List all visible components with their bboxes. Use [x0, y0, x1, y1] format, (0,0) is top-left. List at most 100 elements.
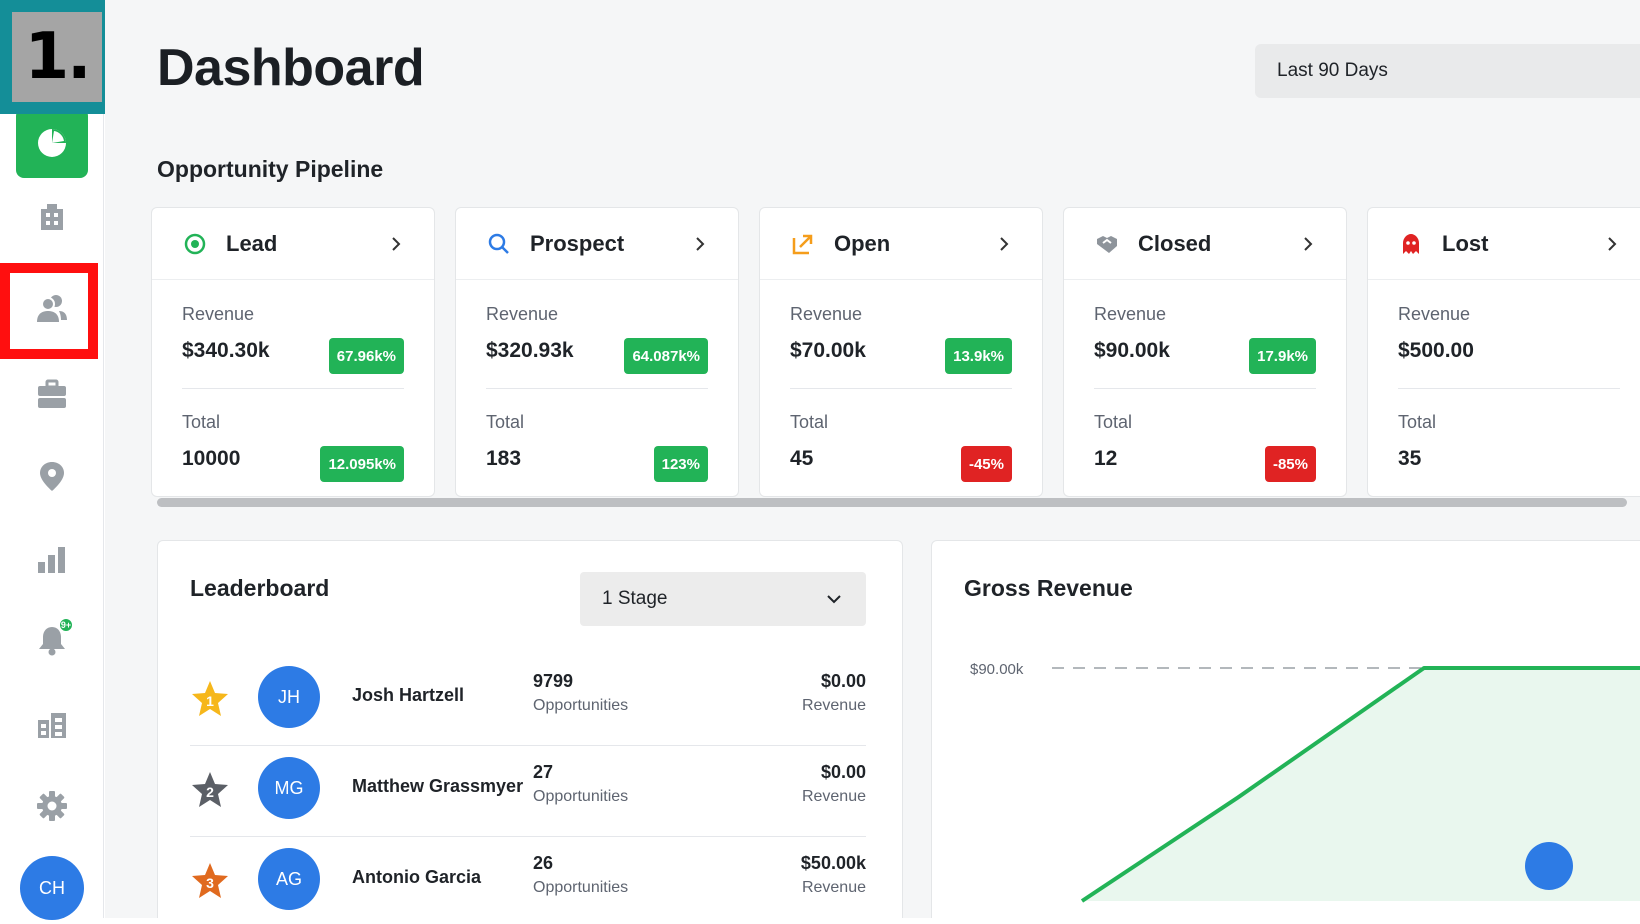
- stage-name: Lost: [1442, 230, 1489, 256]
- revenue-value: $50.00k: [800, 853, 866, 873]
- search-icon: [486, 231, 512, 257]
- nav-organization-button[interactable]: [16, 692, 88, 756]
- nav-locations-button[interactable]: [16, 444, 88, 508]
- opportunity-count: 9799: [533, 671, 574, 691]
- bar-chart-icon: [38, 547, 65, 573]
- user-avatar[interactable]: CH: [20, 856, 84, 920]
- revenue-metric: Revenue $320.93k 64.087k%: [486, 304, 708, 374]
- step-number-badge: 1.: [0, 0, 114, 114]
- avatar: MG: [258, 757, 320, 819]
- total-change-badge: -45%: [960, 446, 1012, 482]
- rank-number: 2: [206, 784, 214, 800]
- divider: [182, 388, 404, 389]
- gross-revenue-chart: $90.00k: [970, 661, 1640, 903]
- chevron-right-icon: [392, 236, 401, 251]
- divider: [486, 388, 708, 389]
- revenue-label: Revenue: [801, 788, 866, 805]
- rep-name: Antonio Garcia: [352, 867, 482, 887]
- divider: [1094, 388, 1316, 389]
- stage-name: Prospect: [530, 230, 625, 256]
- revenue-change-badge: 17.9k%: [1249, 338, 1316, 374]
- opportunity-label: Opportunities: [533, 697, 629, 714]
- nav-contacts-button[interactable]: [16, 276, 88, 340]
- divider: [1398, 388, 1620, 389]
- chevron-right-icon: [696, 236, 705, 251]
- revenue-metric: Revenue $500.00: [1398, 304, 1620, 363]
- nav-notifications-button[interactable]: [16, 608, 88, 672]
- gross-revenue-title: Gross Revenue: [964, 575, 1133, 601]
- nav-settings-button[interactable]: [16, 774, 88, 838]
- stage-card-header[interactable]: Prospect: [456, 208, 738, 280]
- gross-revenue-panel: Gross Revenue $90.00k: [931, 540, 1640, 918]
- bell-icon: [39, 627, 65, 656]
- nav-dashboard-button[interactable]: [16, 108, 88, 178]
- total-change-badge: -85%: [1264, 446, 1316, 482]
- total-value: 45: [790, 447, 814, 470]
- chevron-right-icon: [1000, 236, 1009, 251]
- revenue-metric: Revenue $340.30k 67.96k%: [182, 304, 404, 374]
- leaderboard-row[interactable]: 3 AG Antonio Garcia 26 Opportunities $50.00k R…: [190, 833, 866, 918]
- total-label: Total: [1398, 412, 1437, 432]
- revenue-label: Revenue: [801, 879, 866, 896]
- stage-name: Lead: [226, 230, 278, 256]
- total-metric: Total 35: [1398, 412, 1620, 471]
- total-metric: Total 183 123%: [486, 412, 708, 482]
- revenue-area: [1082, 668, 1640, 901]
- stage-card-prospect[interactable]: Prospect Revenue $320.93k 64.087k% Total 183 1…: [455, 207, 739, 497]
- notification-count-badge: 9+: [58, 617, 74, 633]
- building-icon: [41, 204, 63, 230]
- divider: [790, 388, 1012, 389]
- stage-card-header[interactable]: Open: [760, 208, 1042, 280]
- pie-chart-icon: [38, 129, 66, 157]
- leaderboard-row[interactable]: 2 MG Matthew Grassmyer 27 Opportunities $0.00…: [190, 742, 866, 837]
- nav-companies-button[interactable]: [16, 184, 88, 248]
- rep-name: Josh Hartzell: [352, 685, 465, 705]
- revenue-label: Revenue: [182, 304, 255, 324]
- date-range-select[interactable]: Last 90 Days: [1255, 44, 1640, 98]
- ghost-icon: [1398, 231, 1424, 257]
- main-content: Dashboard Last 90 Days Opportunity Pipel…: [105, 0, 1640, 918]
- total-value: 35: [1398, 447, 1422, 470]
- stage-card-header[interactable]: Lead: [152, 208, 434, 280]
- nav-reports-button[interactable]: [16, 527, 88, 591]
- org-building-icon: [38, 713, 66, 738]
- pipeline-title: Opportunity Pipeline: [157, 156, 384, 182]
- chevron-right-icon: [1608, 236, 1617, 251]
- stage-card-header[interactable]: Closed: [1064, 208, 1346, 280]
- stage-filter-value: 1 Stage: [602, 588, 668, 609]
- rank-star-icon: 3: [192, 863, 228, 898]
- y-tick-label: $90.00k: [970, 661, 1024, 678]
- total-change-badge: 12.095k%: [320, 446, 404, 482]
- rank-number: 3: [206, 875, 214, 891]
- total-metric: Total 45 -45%: [790, 412, 1012, 482]
- stage-card-header[interactable]: Lost: [1368, 208, 1640, 280]
- stage-filter-select[interactable]: 1 Stage: [580, 572, 866, 626]
- revenue-change-badge: 67.96k%: [328, 338, 404, 374]
- stage-name: Closed: [1138, 230, 1212, 256]
- revenue-label: Revenue: [486, 304, 559, 324]
- floating-action-button[interactable]: [1525, 842, 1573, 890]
- open-arrow-icon: [790, 231, 816, 257]
- stage-card-lead[interactable]: Lead Revenue $340.30k 67.96k% Total 10000 12.0…: [151, 207, 435, 497]
- total-label: Total: [1094, 412, 1133, 432]
- horizontal-scrollbar[interactable]: [157, 498, 1627, 507]
- opportunity-label: Opportunities: [533, 879, 629, 896]
- leaderboard-row[interactable]: 1 JH Josh Hartzell 9799 Opportunities $0.00 Re…: [190, 651, 866, 746]
- revenue-change-badge: 13.9k%: [945, 338, 1012, 374]
- opportunity-count: 26: [533, 853, 554, 873]
- step-number: 1.: [12, 12, 102, 102]
- rank-number: 1: [206, 693, 214, 709]
- revenue-metric: Revenue $70.00k 13.9k%: [790, 304, 1012, 374]
- revenue-value: $90.00k: [1094, 339, 1170, 362]
- revenue-value: $0.00: [820, 671, 866, 691]
- stage-card-lost[interactable]: Lost Revenue $500.00 Total 35: [1367, 207, 1640, 497]
- handshake-icon: [1094, 231, 1120, 257]
- stage-name: Open: [834, 230, 891, 256]
- revenue-value: $70.00k: [790, 339, 866, 362]
- stage-card-closed[interactable]: Closed Revenue $90.00k 17.9k% Total 12 -85%: [1063, 207, 1347, 497]
- revenue-value: $0.00: [820, 762, 866, 782]
- revenue-metric: Revenue $90.00k 17.9k%: [1094, 304, 1316, 374]
- stage-card-open[interactable]: Open Revenue $70.00k 13.9k% Total 45 -45%: [759, 207, 1043, 497]
- nav-deals-button[interactable]: [16, 362, 88, 426]
- opportunity-count: 27: [533, 762, 554, 782]
